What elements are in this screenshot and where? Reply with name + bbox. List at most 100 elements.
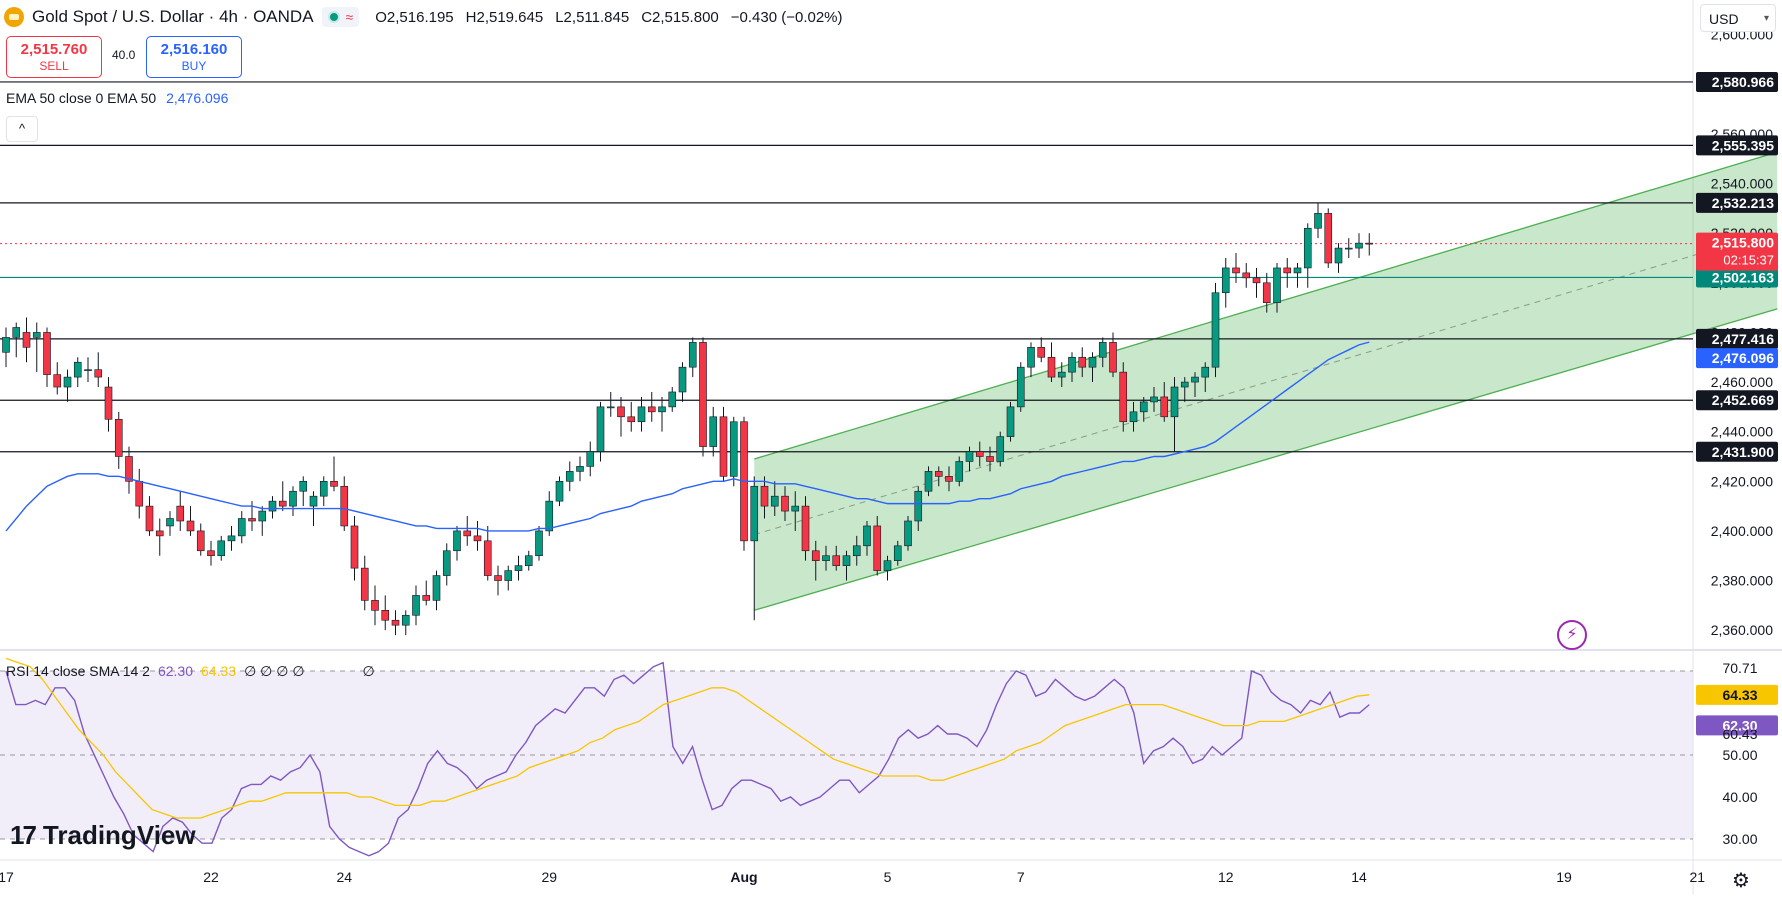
candle-body — [627, 416, 636, 423]
candle-body — [1180, 381, 1189, 388]
candle-body — [524, 555, 533, 566]
gear-icon[interactable]: ⚙ — [1732, 870, 1750, 892]
currency-select[interactable]: USD ▾ — [1700, 4, 1776, 32]
candle-body — [719, 416, 728, 477]
candle-body — [63, 376, 72, 388]
market-status[interactable]: ≈ — [321, 7, 360, 27]
price-axis-tick-label: 2,420.000 — [1711, 473, 1773, 489]
candle-countdown: 02:15:37 — [1723, 253, 1774, 268]
candle-body — [12, 327, 21, 338]
time-axis-tick-label: 14 — [1351, 869, 1367, 885]
candle-body — [658, 406, 666, 413]
candle-body — [248, 518, 256, 522]
candle-body — [1016, 366, 1025, 408]
candle-body — [617, 406, 625, 418]
candle-body — [750, 485, 759, 542]
spread-value: 40.0 — [112, 48, 136, 62]
rsi-axis-tick-label: 50.00 — [1722, 747, 1757, 763]
candle-body — [852, 545, 861, 557]
candle-body — [125, 456, 133, 482]
bolt-icon[interactable]: ⚡ — [1557, 620, 1587, 650]
ema-legend[interactable]: EMA 50 close 0 EMA 50 2,476.096 — [6, 90, 233, 106]
chart-header: Gold Spot / U.S. Dollar · 4h · OANDA ≈ O… — [4, 4, 843, 30]
candle-body — [934, 471, 943, 477]
candle-body — [1047, 356, 1056, 378]
candle-body — [32, 332, 41, 338]
close-value: C2,515.800 — [641, 8, 719, 26]
ohlc-values: O2,516.195 H2,519.645 L2,511.845 C2,515.… — [375, 9, 842, 26]
price-axis-tick-label: 2,380.000 — [1711, 573, 1773, 589]
ema-50-line — [5, 341, 1370, 532]
candle-body — [1027, 347, 1035, 368]
tradingview-logo[interactable]: 17 TradingView — [10, 820, 196, 851]
candle-body — [350, 525, 359, 569]
candle-body — [1078, 356, 1087, 368]
level-label-bg — [1696, 192, 1778, 213]
candle-body — [1109, 342, 1117, 373]
candle-body — [94, 369, 103, 378]
candle-body — [863, 525, 871, 547]
rsi-line — [5, 661, 1370, 857]
buy-button[interactable]: 2,516.160 BUY — [146, 36, 242, 78]
candle-body — [360, 567, 369, 601]
candle-body — [1273, 267, 1281, 303]
level-label: 2,580.966 — [1712, 74, 1774, 90]
level-label: 2,502.163 — [1712, 269, 1774, 285]
candle-body — [2, 337, 10, 353]
rsi-legend[interactable]: RSI 14 close SMA 14 2 62.30 64.33 ∅ ∅ ∅ … — [6, 663, 375, 680]
candle-body — [391, 619, 400, 626]
gold-coin-icon — [4, 7, 24, 27]
rsi-axis-tick-label: 40.00 — [1722, 789, 1757, 805]
candle-body — [873, 525, 882, 571]
candle-body — [822, 555, 830, 561]
level-label: 2,532.213 — [1712, 195, 1774, 211]
candle-body — [986, 456, 994, 462]
candle-body — [586, 451, 595, 467]
rsi-legend-value: 62.30 — [157, 663, 194, 679]
candle-body — [473, 535, 482, 542]
candle-body — [278, 500, 287, 507]
logo-text: TradingView — [42, 820, 196, 850]
regression-channel-fill — [754, 152, 1778, 611]
symbol-title[interactable]: Gold Spot / U.S. Dollar · 4h · OANDA — [32, 7, 314, 26]
candle-body — [330, 480, 338, 487]
candle-body — [729, 421, 738, 477]
price-axis-tick-label: 2,440.000 — [1711, 424, 1773, 440]
price-axis-tick-label: 2,540.000 — [1711, 176, 1773, 192]
candle-body — [340, 485, 349, 527]
time-axis-tick-label: 7 — [1017, 869, 1025, 885]
candle-body — [801, 505, 810, 552]
current-price-label-bg — [1696, 232, 1778, 271]
candle-body — [412, 595, 420, 616]
rsi-axis-label: 62.30 — [1722, 717, 1757, 733]
candle-body — [1098, 342, 1107, 358]
candle-body — [904, 520, 912, 547]
candle-body — [842, 555, 851, 566]
candle-body — [688, 342, 697, 368]
candle-body — [135, 480, 144, 507]
candle-body — [1293, 267, 1302, 274]
collapse-legend-button[interactable]: ^ — [6, 116, 38, 142]
candle-body — [1283, 267, 1292, 274]
candle-body — [53, 374, 62, 388]
candle-body — [84, 369, 92, 371]
candle-body — [453, 530, 461, 552]
rsi-sma-legend-value: 64.33 — [201, 663, 237, 679]
candle-body — [1170, 386, 1179, 418]
candle-body — [504, 570, 513, 581]
candle-body — [699, 342, 707, 447]
candle-body — [104, 386, 113, 420]
candle-body — [781, 495, 789, 512]
candle-body — [432, 575, 441, 601]
candle-body — [791, 505, 800, 512]
price-axis-tick-label: 2,460.000 — [1711, 374, 1773, 390]
candle-body — [924, 471, 933, 492]
candle-body — [268, 500, 277, 512]
candle-body — [186, 520, 195, 532]
sell-button[interactable]: 2,515.760 SELL — [6, 36, 102, 78]
candle-body — [258, 510, 267, 522]
candle-body — [1262, 282, 1271, 303]
candle-body — [1344, 247, 1353, 250]
